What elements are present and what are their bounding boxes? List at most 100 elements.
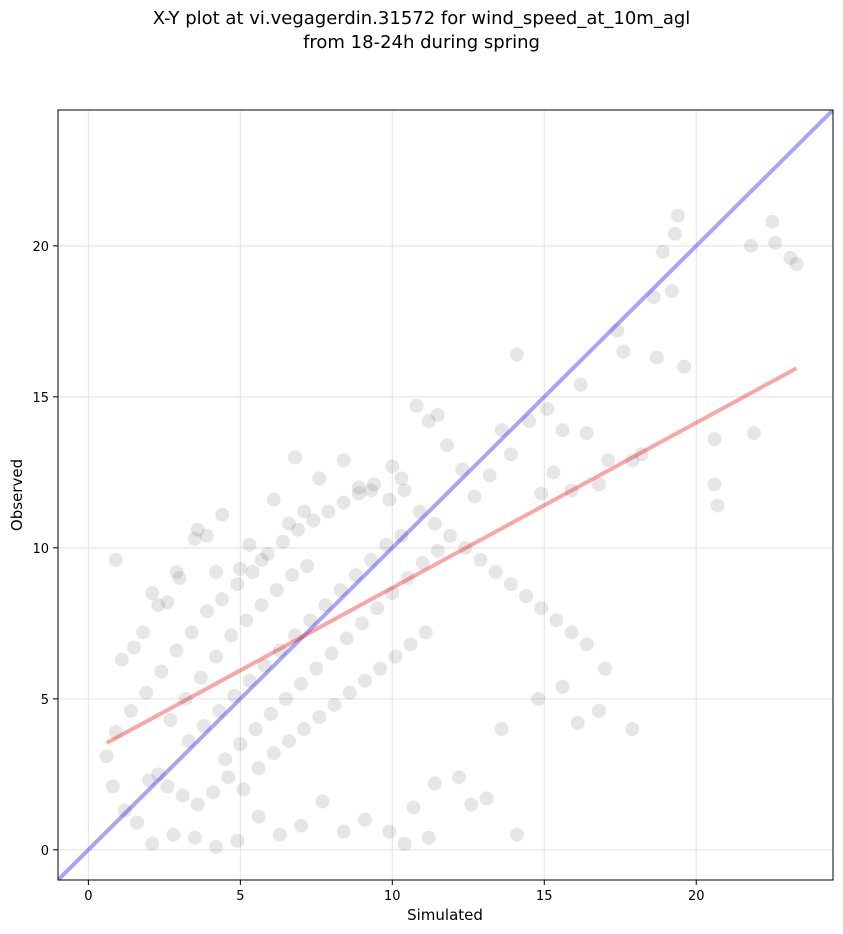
data-point — [230, 577, 245, 592]
data-point — [357, 812, 372, 827]
data-point — [187, 531, 202, 546]
regression-line — [105, 366, 798, 745]
data-point — [190, 797, 205, 812]
data-point — [224, 628, 239, 643]
data-point — [625, 722, 640, 737]
data-point — [385, 586, 400, 601]
data-point — [212, 703, 227, 718]
data-point — [427, 516, 442, 531]
data-point — [364, 552, 379, 567]
data-point — [294, 676, 309, 691]
data-point — [452, 770, 467, 785]
data-point — [233, 561, 248, 576]
data-point — [327, 697, 342, 712]
y-axis-label: Observed — [8, 459, 26, 531]
data-point — [430, 407, 445, 422]
data-point — [591, 477, 606, 492]
data-point — [616, 344, 631, 359]
data-point — [555, 423, 570, 438]
data-point — [351, 480, 366, 495]
data-point — [354, 616, 369, 631]
data-point — [227, 688, 242, 703]
data-point — [342, 685, 357, 700]
data-point — [473, 552, 488, 567]
data-point — [373, 661, 388, 676]
data-point — [266, 746, 281, 761]
data-point — [190, 522, 205, 537]
data-point — [534, 601, 549, 616]
data-point — [336, 495, 351, 510]
data-point — [160, 595, 175, 610]
data-point — [123, 703, 138, 718]
data-point — [108, 552, 123, 567]
data-point — [300, 558, 315, 573]
x-tick-label: 5 — [236, 889, 244, 904]
data-point — [145, 586, 160, 601]
data-point — [403, 637, 418, 652]
data-point — [382, 824, 397, 839]
data-point — [430, 543, 445, 558]
identity-line — [58, 110, 833, 880]
data-point — [272, 643, 287, 658]
data-point — [139, 685, 154, 700]
data-point — [707, 432, 722, 447]
data-point — [266, 492, 281, 507]
data-point — [248, 722, 263, 737]
data-point — [418, 625, 433, 640]
data-point — [348, 568, 363, 583]
data-point — [288, 450, 303, 465]
data-point — [746, 426, 761, 441]
data-point — [209, 649, 224, 664]
data-point — [591, 703, 606, 718]
data-point — [126, 640, 141, 655]
data-point — [351, 486, 366, 501]
x-tick-label: 0 — [84, 889, 92, 904]
data-point — [555, 679, 570, 694]
data-point — [257, 658, 272, 673]
data-point — [166, 827, 181, 842]
data-point — [254, 552, 269, 567]
data-point — [151, 598, 166, 613]
y-tick-label: 5 — [41, 693, 49, 708]
data-point — [509, 347, 524, 362]
data-point — [130, 815, 145, 830]
data-point — [397, 836, 412, 851]
data-point — [218, 752, 233, 767]
data-point — [707, 477, 722, 492]
data-point — [312, 471, 327, 486]
data-point — [269, 583, 284, 598]
data-point — [236, 782, 251, 797]
data-point — [564, 483, 579, 498]
data-point — [664, 284, 679, 299]
y-tick-label: 0 — [41, 844, 49, 859]
data-point — [634, 447, 649, 462]
data-point — [400, 571, 415, 586]
data-point — [394, 471, 409, 486]
data-point — [172, 571, 187, 586]
data-point — [297, 504, 312, 519]
data-point — [275, 534, 290, 549]
data-point — [318, 598, 333, 613]
data-point — [427, 776, 442, 791]
data-point — [573, 377, 588, 392]
data-point — [315, 794, 330, 809]
axis-ticks: 0 5 10 15 20 0 5 10 15 20 — [32, 240, 704, 904]
data-point — [178, 691, 193, 706]
data-point — [206, 785, 220, 800]
data-point — [522, 414, 537, 429]
data-point — [339, 631, 354, 646]
data-point — [519, 589, 534, 604]
data-point — [488, 565, 503, 579]
data-point — [221, 770, 236, 785]
data-point — [415, 555, 430, 570]
data-point — [199, 528, 214, 543]
data-point — [379, 537, 394, 552]
data-point — [215, 592, 230, 607]
data-point — [114, 652, 129, 667]
x-axis-label: Simulated — [407, 906, 483, 924]
data-point — [281, 734, 296, 749]
data-point — [105, 779, 120, 794]
data-point — [710, 498, 725, 513]
data-point — [789, 257, 804, 271]
data-point — [336, 824, 351, 839]
